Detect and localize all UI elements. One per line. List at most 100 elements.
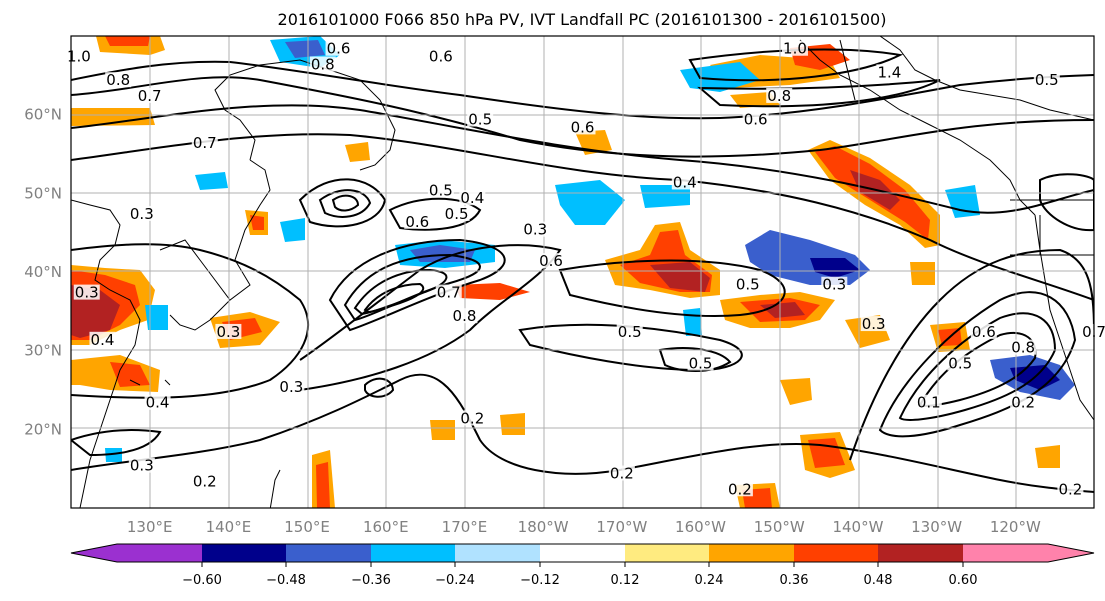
contour-label-background bbox=[608, 465, 635, 481]
contour-label-background bbox=[105, 72, 132, 88]
contour-label: 0.4 bbox=[460, 189, 484, 207]
colorbar: −0.60 −0.48 −0.36 −0.24 −0.12 0.12 0.24 0.36 0.4… bbox=[70, 543, 1095, 588]
colorbar-cell bbox=[371, 544, 455, 562]
contour-label: 0.5 bbox=[429, 181, 453, 199]
contour-label-background bbox=[136, 87, 163, 103]
contour-label-background bbox=[781, 40, 808, 56]
contour-label: 0.3 bbox=[216, 323, 240, 341]
contour-label: 0.6 bbox=[571, 118, 595, 136]
contour-label: 0.5 bbox=[618, 323, 642, 341]
contour-label: 0.2 bbox=[193, 472, 217, 490]
contour-label: 0.6 bbox=[539, 252, 563, 270]
colorbar-cell bbox=[709, 544, 794, 562]
contour-label-background bbox=[65, 48, 92, 64]
contour-label-background bbox=[278, 379, 305, 394]
contour-label: 0.6 bbox=[744, 111, 768, 129]
contour-label: 0.6 bbox=[327, 40, 351, 58]
contour-label-background bbox=[742, 111, 769, 127]
positive-anomaly-patch bbox=[650, 262, 710, 292]
colorbar-tick-label: −0.24 bbox=[435, 573, 475, 588]
contour-label-background bbox=[128, 457, 155, 473]
contour-label-background bbox=[726, 481, 753, 497]
longitude-tick-label: 180°W bbox=[518, 518, 569, 536]
contour-label-background bbox=[435, 284, 462, 300]
negative-anomaly-patch bbox=[683, 308, 702, 336]
contour-label-background bbox=[538, 253, 565, 269]
contour-label: 0.8 bbox=[1011, 339, 1035, 357]
contour-label-background bbox=[191, 473, 218, 489]
positive-anomaly-patch bbox=[250, 215, 264, 230]
colorbar-extend-min bbox=[71, 544, 117, 562]
contour-label: 0.5 bbox=[1035, 71, 1059, 89]
longitude-tick-label: 160°E bbox=[363, 518, 409, 536]
longitude-tick-label: 150°W bbox=[754, 518, 805, 536]
contour-label-background bbox=[451, 308, 478, 324]
colorbar-outline bbox=[70, 543, 1095, 563]
colorbar-extend-max bbox=[1048, 544, 1094, 562]
negative-anomaly-patch bbox=[280, 218, 305, 242]
contour-label-background bbox=[766, 87, 793, 103]
colorbar-tick-label: 0.60 bbox=[949, 573, 978, 588]
contour-label-background bbox=[325, 40, 352, 56]
colorbar-cell bbox=[963, 544, 1048, 562]
contour-label-background bbox=[860, 316, 887, 332]
longitude-tick-label: 140°E bbox=[206, 518, 252, 536]
map-background bbox=[71, 36, 1094, 508]
contour-label: 0.3 bbox=[279, 378, 303, 396]
contour-label-background bbox=[73, 284, 100, 300]
contour-label: 0.7 bbox=[138, 87, 162, 105]
positive-anomaly-patch bbox=[71, 108, 155, 126]
positive-anomaly-patch bbox=[1035, 445, 1060, 468]
positive-anomaly-patch bbox=[500, 413, 525, 435]
negative-anomaly-patch bbox=[285, 40, 325, 58]
contour-label: 0.8 bbox=[106, 71, 130, 89]
positive-anomaly-patch bbox=[760, 302, 805, 318]
contour-label-background bbox=[1010, 339, 1037, 355]
colorbar-tick-label: 0.24 bbox=[695, 573, 724, 588]
contour-label: 0.4 bbox=[673, 173, 697, 191]
contour-label-background bbox=[671, 174, 698, 190]
latitude-tick-label: 60°N bbox=[24, 106, 62, 124]
contour-label-background bbox=[459, 190, 486, 206]
latitude-tick-label: 30°N bbox=[24, 342, 62, 360]
colorbar-tick-label: 0.48 bbox=[864, 573, 893, 588]
colorbar-cell bbox=[794, 544, 878, 562]
positive-anomaly-patch bbox=[105, 36, 150, 46]
negative-anomaly-patch bbox=[195, 172, 228, 190]
contour-label-background bbox=[215, 323, 242, 339]
contour-label-background bbox=[191, 135, 218, 151]
positive-anomaly-patch bbox=[430, 420, 455, 440]
contour-label: 0.2 bbox=[610, 465, 634, 483]
contour-label: 0.5 bbox=[445, 205, 469, 223]
contour-label-background bbox=[427, 48, 454, 64]
positive-anomaly-patch bbox=[780, 378, 812, 405]
colorbar-cell bbox=[455, 544, 540, 562]
coastlines bbox=[71, 36, 1094, 508]
colorbar-cell bbox=[202, 544, 286, 562]
graticule bbox=[71, 36, 1094, 508]
contour-label-background bbox=[821, 276, 848, 292]
contour-label: 0.2 bbox=[728, 480, 752, 498]
contour-label-background bbox=[876, 64, 903, 80]
contour-label-background bbox=[947, 355, 974, 371]
contour-label-background bbox=[128, 205, 155, 221]
colorbar-cell bbox=[625, 544, 709, 562]
contour-label-background bbox=[734, 276, 761, 292]
contour-label: 0.3 bbox=[862, 315, 886, 333]
contour-label-background bbox=[1033, 72, 1060, 88]
contour-label: 0.5 bbox=[736, 276, 760, 294]
colorbar-tick-label: −0.12 bbox=[520, 573, 560, 588]
negative-anomaly-patch bbox=[680, 62, 760, 92]
latitude-tick-label: 20°N bbox=[24, 420, 62, 438]
contour-label-background bbox=[1057, 481, 1084, 497]
contour-label: 0.3 bbox=[75, 284, 99, 302]
contour-label-background bbox=[144, 394, 171, 410]
negative-anomaly-patch bbox=[145, 305, 168, 330]
contour-label: 0.6 bbox=[429, 48, 453, 66]
contour-label: 0.3 bbox=[523, 221, 547, 239]
contour-label: 0.4 bbox=[146, 394, 170, 412]
contour-label: 0.8 bbox=[311, 55, 335, 73]
longitude-tick-label: 140°W bbox=[832, 518, 883, 536]
contour-label: 0.2 bbox=[1011, 394, 1035, 412]
